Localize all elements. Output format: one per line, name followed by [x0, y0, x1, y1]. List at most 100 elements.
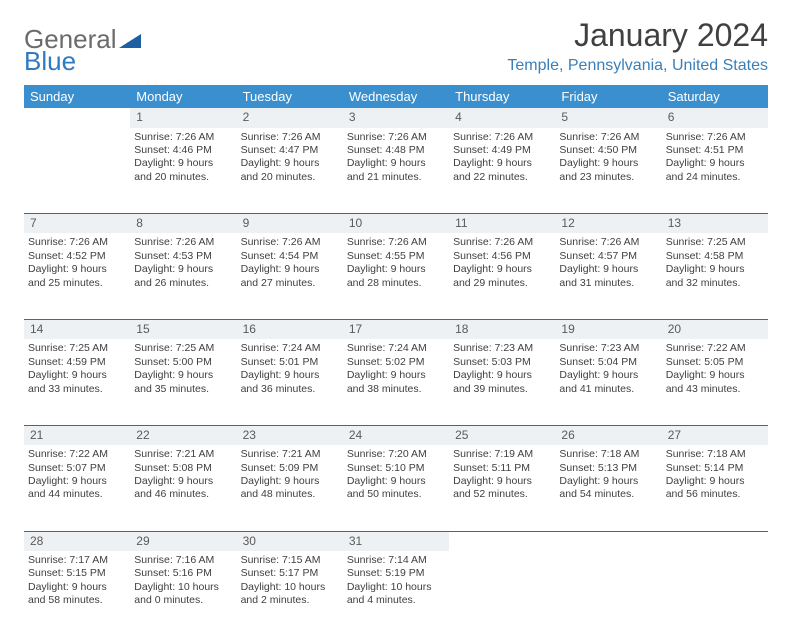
- day-cell: Sunrise: 7:26 AMSunset: 4:50 PMDaylight:…: [555, 128, 661, 214]
- sunset-text: Sunset: 5:01 PM: [241, 356, 339, 369]
- sunset-text: Sunset: 4:57 PM: [559, 250, 657, 263]
- day2-text: and 23 minutes.: [559, 171, 657, 184]
- day-number: [449, 531, 555, 551]
- day2-text: and 36 minutes.: [241, 383, 339, 396]
- day2-text: and 27 minutes.: [241, 277, 339, 290]
- day-cell: Sunrise: 7:15 AMSunset: 5:17 PMDaylight:…: [237, 551, 343, 637]
- day-cell: Sunrise: 7:25 AMSunset: 5:00 PMDaylight:…: [130, 339, 236, 425]
- sunrise-text: Sunrise: 7:21 AM: [134, 448, 232, 461]
- sunrise-text: Sunrise: 7:26 AM: [241, 131, 339, 144]
- day-cell: Sunrise: 7:18 AMSunset: 5:13 PMDaylight:…: [555, 445, 661, 531]
- day2-text: and 29 minutes.: [453, 277, 551, 290]
- day2-text: and 43 minutes.: [666, 383, 764, 396]
- month-title: January 2024: [507, 18, 768, 53]
- day2-text: and 48 minutes.: [241, 488, 339, 501]
- day1-text: Daylight: 9 hours: [134, 263, 232, 276]
- day1-text: Daylight: 9 hours: [241, 157, 339, 170]
- sunset-text: Sunset: 4:46 PM: [134, 144, 232, 157]
- day-number: 10: [343, 214, 449, 234]
- sunset-text: Sunset: 4:58 PM: [666, 250, 764, 263]
- sunrise-text: Sunrise: 7:21 AM: [241, 448, 339, 461]
- day1-text: Daylight: 10 hours: [241, 581, 339, 594]
- day-cell: Sunrise: 7:14 AMSunset: 5:19 PMDaylight:…: [343, 551, 449, 637]
- day1-text: Daylight: 9 hours: [559, 263, 657, 276]
- sunrise-text: Sunrise: 7:26 AM: [453, 131, 551, 144]
- day-number: 6: [662, 108, 768, 127]
- day-number: 18: [449, 319, 555, 339]
- day-cell: Sunrise: 7:20 AMSunset: 5:10 PMDaylight:…: [343, 445, 449, 531]
- day-cell: Sunrise: 7:26 AMSunset: 4:46 PMDaylight:…: [130, 128, 236, 214]
- sunrise-text: Sunrise: 7:26 AM: [559, 131, 657, 144]
- day2-text: and 33 minutes.: [28, 383, 126, 396]
- day2-text: and 0 minutes.: [134, 594, 232, 607]
- sunset-text: Sunset: 4:48 PM: [347, 144, 445, 157]
- day1-text: Daylight: 9 hours: [559, 475, 657, 488]
- day-number: [555, 531, 661, 551]
- sunset-text: Sunset: 5:14 PM: [666, 462, 764, 475]
- day-number: 12: [555, 214, 661, 234]
- day-number: 13: [662, 214, 768, 234]
- day-cell: Sunrise: 7:26 AMSunset: 4:47 PMDaylight:…: [237, 128, 343, 214]
- day1-text: Daylight: 9 hours: [241, 263, 339, 276]
- day-number: 24: [343, 425, 449, 445]
- sunset-text: Sunset: 5:03 PM: [453, 356, 551, 369]
- day2-text: and 54 minutes.: [559, 488, 657, 501]
- day2-text: and 41 minutes.: [559, 383, 657, 396]
- day-number: 30: [237, 531, 343, 551]
- sunrise-text: Sunrise: 7:14 AM: [347, 554, 445, 567]
- day-number: 23: [237, 425, 343, 445]
- day-cell: Sunrise: 7:16 AMSunset: 5:16 PMDaylight:…: [130, 551, 236, 637]
- sunset-text: Sunset: 5:11 PM: [453, 462, 551, 475]
- day-number: 4: [449, 108, 555, 127]
- day1-text: Daylight: 9 hours: [453, 263, 551, 276]
- day-cell: Sunrise: 7:23 AMSunset: 5:04 PMDaylight:…: [555, 339, 661, 425]
- day-cell: [555, 551, 661, 637]
- day-number: 25: [449, 425, 555, 445]
- sunset-text: Sunset: 4:56 PM: [453, 250, 551, 263]
- sunrise-text: Sunrise: 7:23 AM: [453, 342, 551, 355]
- sunrise-text: Sunrise: 7:23 AM: [559, 342, 657, 355]
- day2-text: and 50 minutes.: [347, 488, 445, 501]
- sunset-text: Sunset: 4:51 PM: [666, 144, 764, 157]
- day-number: 7: [24, 214, 130, 234]
- day-cell: [662, 551, 768, 637]
- day2-text: and 46 minutes.: [134, 488, 232, 501]
- day2-text: and 4 minutes.: [347, 594, 445, 607]
- day1-text: Daylight: 9 hours: [666, 369, 764, 382]
- day-number: 9: [237, 214, 343, 234]
- sunset-text: Sunset: 4:53 PM: [134, 250, 232, 263]
- sunset-text: Sunset: 5:16 PM: [134, 567, 232, 580]
- sunrise-text: Sunrise: 7:25 AM: [28, 342, 126, 355]
- day2-text: and 21 minutes.: [347, 171, 445, 184]
- day-cell: Sunrise: 7:25 AMSunset: 4:59 PMDaylight:…: [24, 339, 130, 425]
- day-cell: Sunrise: 7:22 AMSunset: 5:05 PMDaylight:…: [662, 339, 768, 425]
- day2-text: and 52 minutes.: [453, 488, 551, 501]
- sunrise-text: Sunrise: 7:22 AM: [666, 342, 764, 355]
- calendar-table: Sunday Monday Tuesday Wednesday Thursday…: [24, 85, 768, 637]
- day1-text: Daylight: 9 hours: [241, 475, 339, 488]
- day-cell: Sunrise: 7:24 AMSunset: 5:02 PMDaylight:…: [343, 339, 449, 425]
- day2-text: and 28 minutes.: [347, 277, 445, 290]
- day-content-row: Sunrise: 7:26 AMSunset: 4:46 PMDaylight:…: [24, 128, 768, 214]
- header: General January 2024 Temple, Pennsylvani…: [24, 18, 768, 75]
- sunset-text: Sunset: 5:19 PM: [347, 567, 445, 580]
- sunset-text: Sunset: 5:05 PM: [666, 356, 764, 369]
- day-number: 22: [130, 425, 236, 445]
- weekday-header: Sunday: [24, 85, 130, 108]
- sunset-text: Sunset: 5:00 PM: [134, 356, 232, 369]
- sunrise-text: Sunrise: 7:26 AM: [134, 236, 232, 249]
- day-number: 16: [237, 319, 343, 339]
- day1-text: Daylight: 9 hours: [559, 369, 657, 382]
- day1-text: Daylight: 9 hours: [559, 157, 657, 170]
- day2-text: and 20 minutes.: [241, 171, 339, 184]
- day-number: 31: [343, 531, 449, 551]
- brand-triangle-icon: [119, 32, 141, 48]
- sunrise-text: Sunrise: 7:26 AM: [134, 131, 232, 144]
- day1-text: Daylight: 9 hours: [28, 369, 126, 382]
- day-number-row: 78910111213: [24, 214, 768, 234]
- sunset-text: Sunset: 4:50 PM: [559, 144, 657, 157]
- day-cell: Sunrise: 7:21 AMSunset: 5:08 PMDaylight:…: [130, 445, 236, 531]
- day-cell: Sunrise: 7:26 AMSunset: 4:54 PMDaylight:…: [237, 233, 343, 319]
- day-content-row: Sunrise: 7:25 AMSunset: 4:59 PMDaylight:…: [24, 339, 768, 425]
- day-cell: Sunrise: 7:19 AMSunset: 5:11 PMDaylight:…: [449, 445, 555, 531]
